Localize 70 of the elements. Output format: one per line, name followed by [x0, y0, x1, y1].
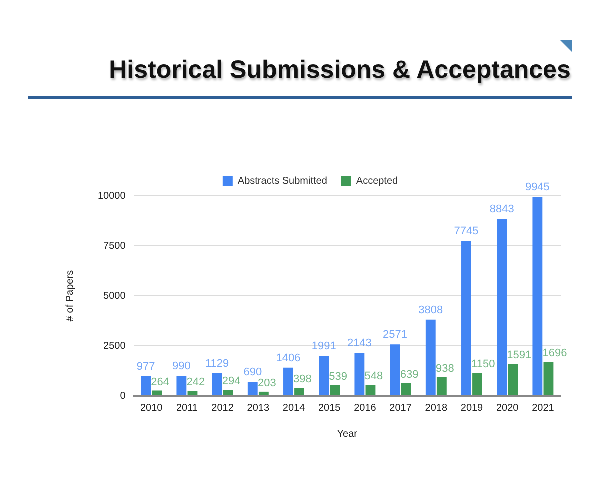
- data-label: 1150: [472, 358, 496, 371]
- data-label: 690: [244, 366, 262, 379]
- bar: [223, 390, 234, 396]
- data-label: 639: [400, 368, 419, 381]
- data-label: 242: [186, 376, 206, 389]
- x-tick-label: 2015: [318, 402, 342, 414]
- bar: [284, 368, 294, 396]
- x-tick-label: 2011: [176, 402, 198, 414]
- data-label: 1991: [312, 340, 336, 353]
- bar: [462, 241, 472, 396]
- x-tick-label: 2017: [390, 402, 412, 414]
- data-label: 938: [436, 362, 454, 375]
- y-tick-label: 7500: [104, 240, 126, 252]
- x-tick-label: 2021: [532, 402, 555, 414]
- x-tick-label: 2013: [247, 402, 270, 414]
- legend-label: Accepted: [356, 176, 398, 187]
- chart-title: Historical Submissions & Acceptances: [108, 56, 572, 85]
- y-tick-label: 5000: [104, 290, 126, 302]
- bar: [294, 388, 304, 396]
- data-label: 3808: [418, 304, 444, 316]
- x-tick-label: 2014: [282, 402, 306, 414]
- x-axis-title: Year: [337, 428, 358, 440]
- data-label: 1406: [276, 352, 301, 364]
- data-label: 264: [151, 376, 170, 388]
- bar: [258, 392, 269, 396]
- data-label: 548: [364, 370, 384, 383]
- x-tick-label: 2019: [460, 402, 484, 414]
- y-tick-label: 2500: [104, 340, 126, 352]
- bar: [354, 353, 365, 396]
- bar: [248, 382, 258, 396]
- data-label: 2571: [383, 329, 408, 342]
- data-label: 977: [136, 360, 156, 373]
- data-label: 8843: [490, 204, 514, 216]
- bar: [176, 376, 187, 396]
- bar: [508, 364, 518, 396]
- bar: [436, 377, 447, 396]
- bar: [532, 197, 543, 396]
- legend-label: Abstracts Submitted: [238, 176, 328, 187]
- bar: [188, 391, 198, 396]
- data-label: 1129: [205, 358, 230, 370]
- data-label: 398: [294, 374, 312, 386]
- data-label: 1591: [507, 350, 532, 362]
- data-label: 2143: [347, 338, 372, 350]
- bar: [330, 385, 340, 396]
- x-tick-label: 2018: [425, 402, 448, 414]
- bar: [152, 390, 162, 396]
- bar: [212, 373, 222, 396]
- x-tick-label: 2010: [140, 402, 164, 414]
- bar: [366, 385, 376, 396]
- bar: [401, 383, 412, 396]
- bar: [497, 219, 508, 396]
- data-label: 9945: [525, 182, 550, 194]
- bar: [544, 362, 554, 396]
- bar: [426, 320, 436, 396]
- x-tick-label: 2016: [354, 402, 377, 414]
- y-axis-title: # of Papers: [64, 270, 76, 322]
- y-tick-label: 0: [120, 390, 126, 402]
- data-label: 539: [329, 370, 348, 383]
- bar: [141, 376, 152, 396]
- bar: [472, 373, 482, 396]
- data-label: 203: [258, 377, 276, 390]
- bar: [390, 344, 400, 396]
- data-label: 7745: [454, 226, 479, 238]
- data-label: 1696: [542, 348, 568, 360]
- x-tick-label: 2020: [496, 402, 520, 414]
- x-tick-label: 2012: [212, 402, 234, 414]
- data-label: 294: [222, 376, 241, 388]
- y-tick-label: 10000: [98, 190, 126, 202]
- bar: [319, 356, 330, 396]
- data-label: 990: [172, 360, 191, 373]
